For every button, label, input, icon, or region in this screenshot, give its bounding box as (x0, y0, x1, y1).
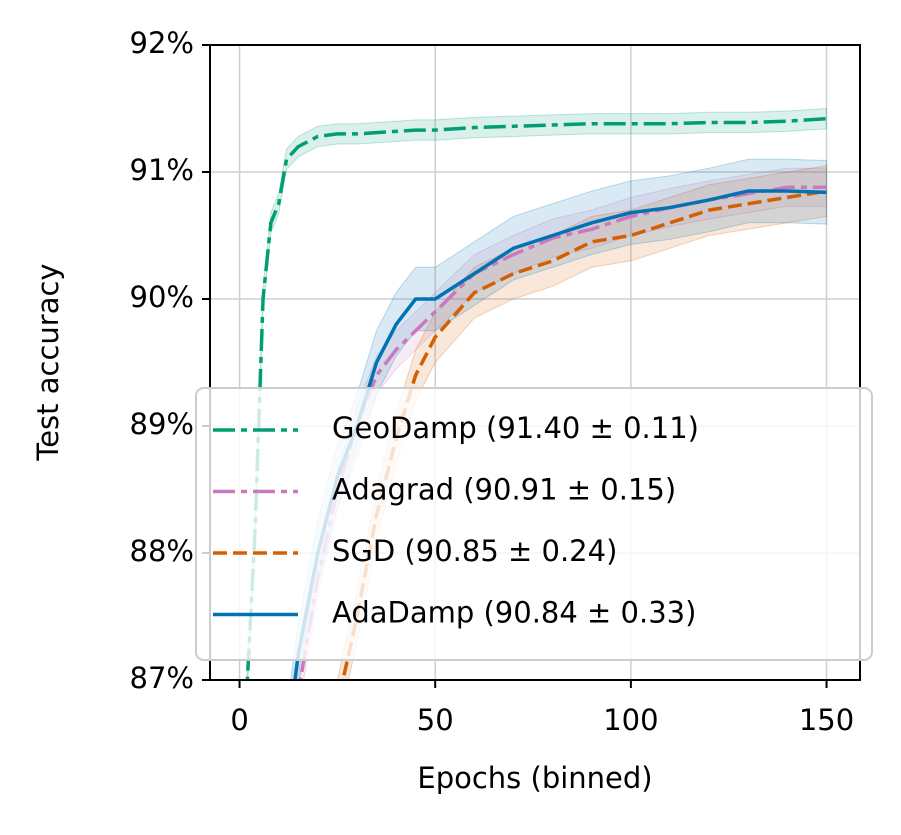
y-tick-label: 92% (130, 26, 194, 60)
x-tick-label: 100 (603, 703, 658, 737)
x-tick-label: 150 (799, 703, 854, 737)
legend-label: GeoDamp (91.40 ± 0.11) (332, 411, 699, 445)
y-tick-label: 87% (130, 661, 194, 695)
series-line (293, 189, 827, 680)
x-axis-label: Epochs (binned) (417, 761, 652, 795)
y-tick-label: 89% (130, 407, 194, 441)
y-axis-label: Test accuracy (31, 263, 65, 461)
plot-frame (209, 44, 861, 681)
y-tick-label: 90% (130, 280, 194, 314)
y-tick-label: 88% (130, 534, 194, 568)
legend-label: SGD (90.85 ± 0.24) (332, 534, 617, 568)
confidence-band (336, 165, 828, 680)
series-line (245, 116, 827, 680)
y-tick-label: 91% (130, 153, 194, 187)
x-tick-label: 0 (230, 703, 248, 737)
legend-label: Adagrad (90.91 ± 0.15) (332, 473, 676, 507)
legend-box (195, 387, 873, 661)
x-tick-label: 50 (417, 703, 454, 737)
legend-label: AdaDamp (90.84 ± 0.33) (332, 596, 696, 630)
confidence-band (246, 107, 828, 680)
